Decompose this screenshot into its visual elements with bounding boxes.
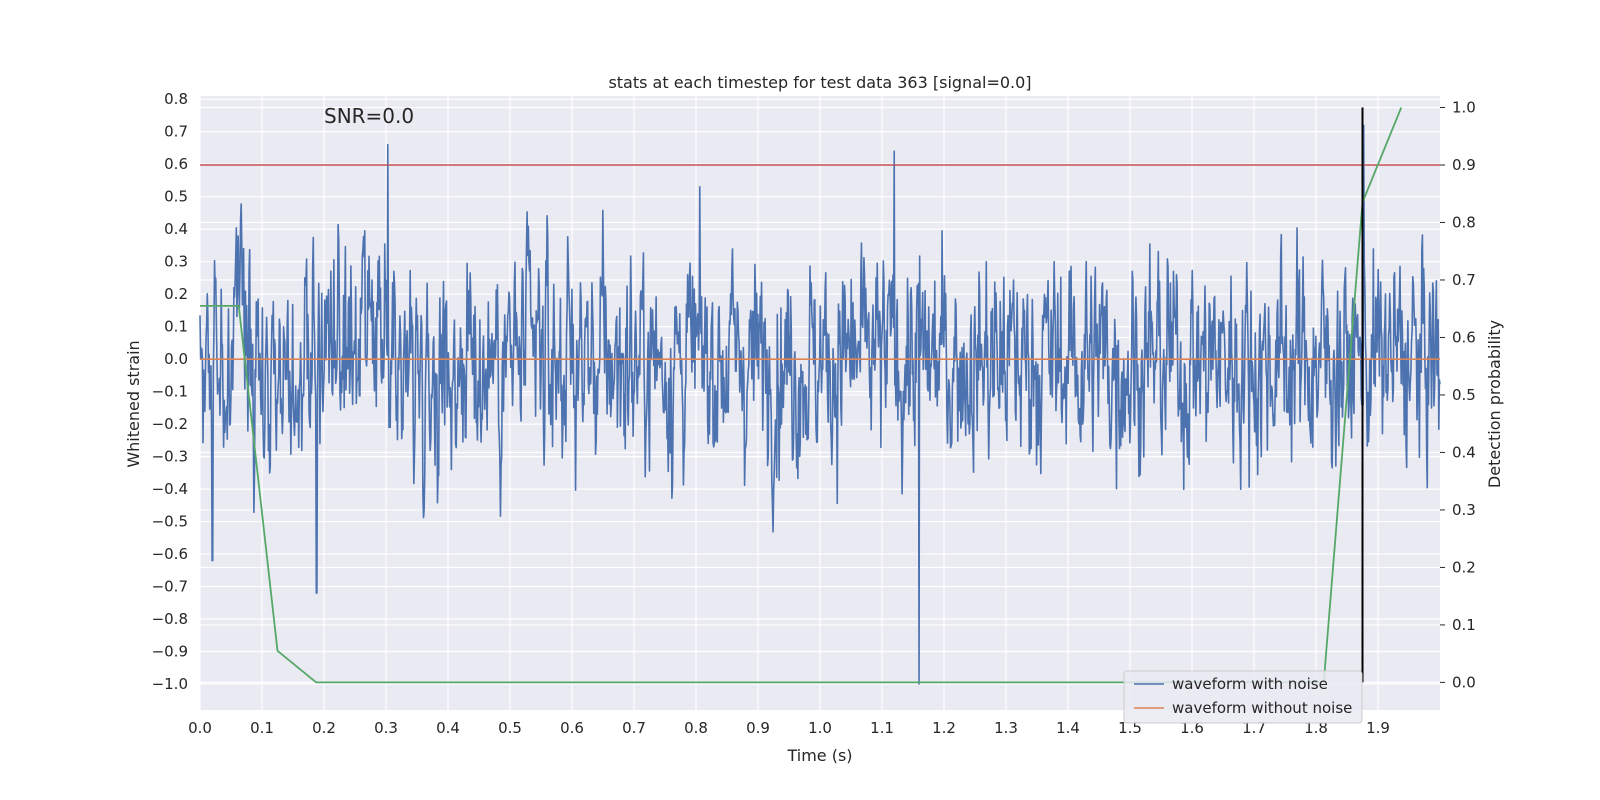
y2-tick-label: 0.1 — [1452, 616, 1476, 634]
y-tick-label: 0.2 — [164, 285, 188, 303]
y-tick-label: 0.1 — [164, 318, 188, 336]
x-tick-label: 1.3 — [994, 719, 1018, 737]
y-tick-label: 0.7 — [164, 123, 188, 141]
y2-tick-label: 0.2 — [1452, 558, 1476, 576]
y2-tick-label: 0.6 — [1452, 328, 1476, 346]
y-tick-label: −0.8 — [152, 610, 188, 628]
y-axis-title: Whitened strain — [124, 340, 143, 467]
x-tick-label: 1.9 — [1366, 719, 1390, 737]
y2-axis-ticks: 1.0 0.9 0.8 0.7 0.6 0.5 0.4 0.3 0.2 0.1 0.0 — [1440, 98, 1476, 691]
y2-tick-label: 0.8 — [1452, 213, 1476, 231]
x-tick-label: 1.4 — [1056, 719, 1080, 737]
legend-label-waveform-without-noise: waveform without noise — [1172, 699, 1352, 717]
series-layer — [199, 107, 1441, 685]
y2-tick-label: 0.5 — [1452, 386, 1476, 404]
x-tick-label: 0.3 — [374, 719, 398, 737]
y-tick-label: −0.1 — [152, 383, 188, 401]
y2-tick-label: 0.3 — [1452, 501, 1476, 519]
y2-axis-title: Detection probability — [1485, 320, 1504, 488]
y-tick-label: −0.9 — [152, 643, 188, 661]
y-tick-label: 0.0 — [164, 350, 188, 368]
legend-label-waveform-with-noise: waveform with noise — [1172, 675, 1328, 693]
y-tick-label: 0.8 — [164, 90, 188, 108]
grid — [199, 96, 1440, 710]
legend: waveform with noise waveform without noi… — [1123, 670, 1363, 724]
x-tick-label: 0.2 — [312, 719, 336, 737]
y2-tick-label: 0.4 — [1452, 443, 1476, 461]
x-tick-label: 0.4 — [436, 719, 460, 737]
y-tick-label: 0.5 — [164, 188, 188, 206]
snr-annotation: SNR=0.0 — [324, 104, 414, 128]
y-axis-ticks: 0.8 0.7 0.6 0.5 0.4 0.3 0.2 0.1 0.0 −0.1 −0.2 −0.3 −… — [152, 90, 188, 693]
y-tick-label: 0.3 — [164, 253, 188, 271]
x-tick-label: 0.6 — [560, 719, 584, 737]
x-tick-label: 0.5 — [498, 719, 522, 737]
y2-tick-label: 0.7 — [1452, 271, 1476, 289]
y-tick-label: −1.0 — [152, 675, 188, 693]
chart-title: stats at each timestep for test data 363… — [608, 73, 1031, 92]
y2-tick-label: 1.0 — [1452, 98, 1476, 116]
series-waveform-with-noise — [199, 124, 1441, 685]
x-tick-label: 1.0 — [808, 719, 832, 737]
y-tick-label: −0.4 — [152, 480, 188, 498]
y2-tick-label: 0.0 — [1452, 673, 1476, 691]
y-tick-label: −0.2 — [152, 415, 188, 433]
y-tick-label: 0.4 — [164, 220, 188, 238]
y-tick-label: −0.7 — [152, 578, 188, 596]
x-tick-label: 0.7 — [622, 719, 646, 737]
x-tick-label: 0.1 — [250, 719, 274, 737]
x-tick-label: 0.0 — [188, 719, 212, 737]
y-tick-label: −0.5 — [152, 513, 188, 531]
x-tick-label: 0.8 — [684, 719, 708, 737]
x-tick-label: 1.1 — [870, 719, 894, 737]
legend-box — [1123, 670, 1363, 724]
x-tick-label: 1.2 — [932, 719, 956, 737]
y2-tick-label: 0.9 — [1452, 156, 1476, 174]
y-tick-label: 0.6 — [164, 155, 188, 173]
x-axis-title: Time (s) — [786, 746, 852, 765]
x-axis-ticks: 0.0 0.1 0.2 0.3 0.4 0.5 0.6 0.7 0.8 0.9 1.0 1.1 1.2 1… — [188, 719, 1390, 737]
x-tick-label: 0.9 — [746, 719, 770, 737]
y-tick-label: −0.3 — [152, 448, 188, 466]
y-tick-label: −0.6 — [152, 545, 188, 563]
